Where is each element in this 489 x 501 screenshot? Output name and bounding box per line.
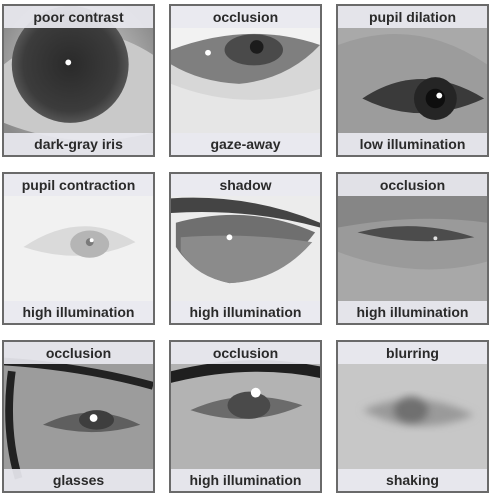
eye-photo [171,174,320,323]
cause-label: dark-gray iris [4,133,153,155]
condition-label: occlusion [4,342,153,364]
eye-photo [338,342,487,491]
eye-image-pupil-contraction: pupil contraction high illumination [2,172,155,325]
eye-image-pupil-dilation: pupil dilation low illumination [336,4,489,157]
cause-label: gaze-away [171,133,320,155]
cause-label: low illumination [338,133,487,155]
cause-label: high illumination [171,469,320,491]
eye-photo [4,174,153,323]
condition-label: pupil contraction [4,174,153,196]
condition-label: blurring [338,342,487,364]
cause-label: high illumination [171,301,320,323]
eye-image-occlusion-closed: occlusion high illumination [336,172,489,325]
eye-image-poor-contrast: poor contrast dark-gray iris [2,4,155,157]
condition-label: shadow [171,174,320,196]
eye-image-occlusion-gaze-away: occlusion gaze-away [169,4,322,157]
cause-label: high illumination [4,301,153,323]
condition-label: occlusion [338,174,487,196]
eye-image-blurring: blurring shaking [336,340,489,493]
condition-label: poor contrast [4,6,153,28]
eye-photo [171,342,320,491]
eye-photo [338,6,487,155]
condition-label: occlusion [171,342,320,364]
eye-image-occlusion-high-illumination: occlusion high illumination [169,340,322,493]
cause-label: glasses [4,469,153,491]
eye-photo [4,342,153,491]
eye-photo [4,6,153,155]
cause-label: shaking [338,469,487,491]
condition-label: pupil dilation [338,6,487,28]
eye-image-shadow: shadow high illumination [169,172,322,325]
cause-label: high illumination [338,301,487,323]
condition-label: occlusion [171,6,320,28]
eye-image-occlusion-glasses: occlusion glasses [2,340,155,493]
